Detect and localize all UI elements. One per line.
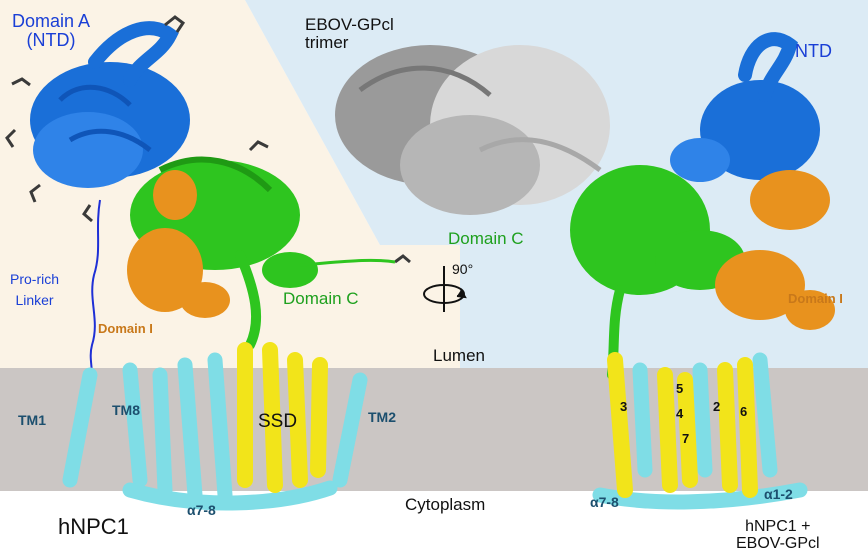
label-tm1: TM1 bbox=[18, 412, 46, 428]
label-domain-a-line1: Domain A bbox=[12, 11, 91, 31]
label-cytoplasm: Cytoplasm bbox=[405, 495, 486, 514]
label-hnpc1: hNPC1 bbox=[58, 514, 129, 539]
label-pro-rich-line1: Pro-rich bbox=[10, 271, 60, 287]
label-alpha78-right: α7-8 bbox=[590, 494, 619, 510]
transmembrane-right bbox=[592, 352, 808, 510]
label-domain-c-right: Domain C bbox=[448, 229, 524, 248]
label-domain-a: Domain A (NTD) bbox=[12, 12, 90, 50]
domain-i-left bbox=[127, 170, 230, 318]
label-tm8: TM8 bbox=[112, 402, 140, 418]
label-complex-line1: hNPC1 + bbox=[745, 518, 811, 535]
domain-a-ntd bbox=[30, 21, 190, 188]
helix-number-3: 3 bbox=[620, 399, 628, 414]
label-rotation: 90° bbox=[452, 261, 474, 277]
domain-c-right bbox=[570, 165, 745, 380]
label-ebov-line1: EBOV-GPcl bbox=[305, 15, 394, 34]
label-ntd-right: NTD bbox=[795, 41, 832, 61]
rotation-arrow-icon bbox=[423, 266, 467, 312]
label-ebov-line2: trimer bbox=[305, 32, 349, 52]
ebov-gpcl-trimer bbox=[335, 45, 610, 215]
label-ssd: SSD bbox=[258, 411, 298, 432]
label-complex-line2: EBOV-GPcl bbox=[736, 534, 820, 552]
ntd-right bbox=[670, 32, 820, 182]
label-pro-rich-linker: Pro-rich Linker bbox=[10, 272, 59, 307]
label-lumen: Lumen bbox=[433, 346, 485, 365]
label-pro-rich-line2: Linker bbox=[15, 291, 54, 308]
helix-number-7: 7 bbox=[682, 431, 690, 446]
label-domain-c-left: Domain C bbox=[283, 289, 359, 308]
label-ebov-trimer: EBOV-GPcl trimer bbox=[305, 16, 394, 52]
helix-number-5: 5 bbox=[676, 381, 684, 396]
ssd-left bbox=[237, 342, 328, 493]
label-tm2: TM2 bbox=[368, 409, 396, 425]
helix-number-2: 2 bbox=[713, 399, 721, 414]
label-domain-i-left: Domain I bbox=[98, 321, 153, 336]
label-domain-a-line2: (NTD) bbox=[26, 29, 76, 50]
ssd-right bbox=[607, 352, 758, 498]
label-domain-i-right: Domain I bbox=[788, 291, 843, 306]
helix-number-6: 6 bbox=[740, 404, 748, 419]
helix-number-4: 4 bbox=[676, 406, 684, 421]
label-alpha12: α1-2 bbox=[764, 486, 793, 502]
label-alpha78-left: α7-8 bbox=[187, 502, 216, 518]
pro-rich-linker bbox=[89, 199, 101, 386]
label-complex: hNPC1 + EBOV-GPcl bbox=[736, 518, 820, 553]
transmembrane-left bbox=[62, 352, 368, 511]
domain-i-right bbox=[715, 170, 835, 330]
